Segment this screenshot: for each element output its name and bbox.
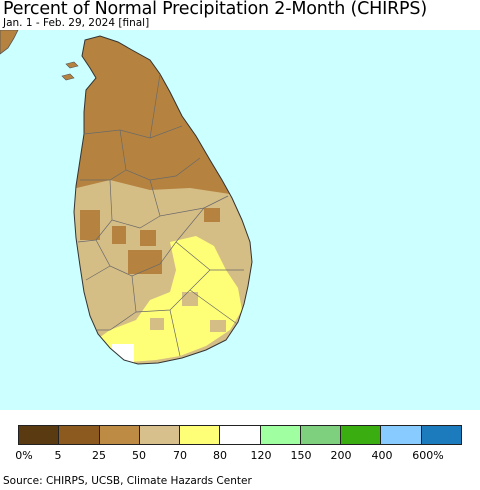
sri-lanka-outline <box>73 35 253 365</box>
legend-swatch <box>220 426 261 444</box>
legend-swatch <box>59 426 100 444</box>
legend-swatch <box>99 426 140 444</box>
legend-tick-label: 5 <box>54 449 62 462</box>
legend-tick-label: 70 <box>173 449 187 462</box>
map-title: Percent of Normal Precipitation 2-Month … <box>3 0 427 19</box>
legend-tick-label: 50 <box>132 449 146 462</box>
legend-tick-label: 400 <box>371 449 393 462</box>
legend-tick-label: 600% <box>412 449 444 462</box>
legend-swatch <box>19 426 60 444</box>
map-subtitle: Jan. 1 - Feb. 29, 2024 [final] <box>3 17 150 29</box>
legend-tick-label: 200 <box>330 449 352 462</box>
precipitation-map[interactable] <box>0 30 480 410</box>
source-credit: Source: CHIRPS, UCSB, Climate Hazards Ce… <box>3 475 252 487</box>
legend-swatch <box>139 426 181 444</box>
legend-swatch <box>341 426 382 444</box>
legend-tick-label: 150 <box>290 449 312 462</box>
color-legend <box>18 425 462 445</box>
legend-swatch <box>260 426 301 444</box>
legend-ticks: 0% 5 25 50 70 80 120 150 200 400 600% <box>0 449 480 463</box>
legend-swatch <box>300 426 342 444</box>
legend-swatch <box>381 426 422 444</box>
sri-lanka-map-svg <box>0 30 253 365</box>
legend-tick-label: 0% <box>15 449 33 462</box>
island-shape <box>61 73 75 81</box>
legend-tick-label: 80 <box>213 449 227 462</box>
legend-swatch <box>421 426 461 444</box>
india-coast-shape <box>0 30 19 55</box>
legend-swatch <box>180 426 221 444</box>
island-shape <box>65 61 79 69</box>
legend-tick-label: 25 <box>92 449 106 462</box>
legend-tick-label: 120 <box>250 449 272 462</box>
